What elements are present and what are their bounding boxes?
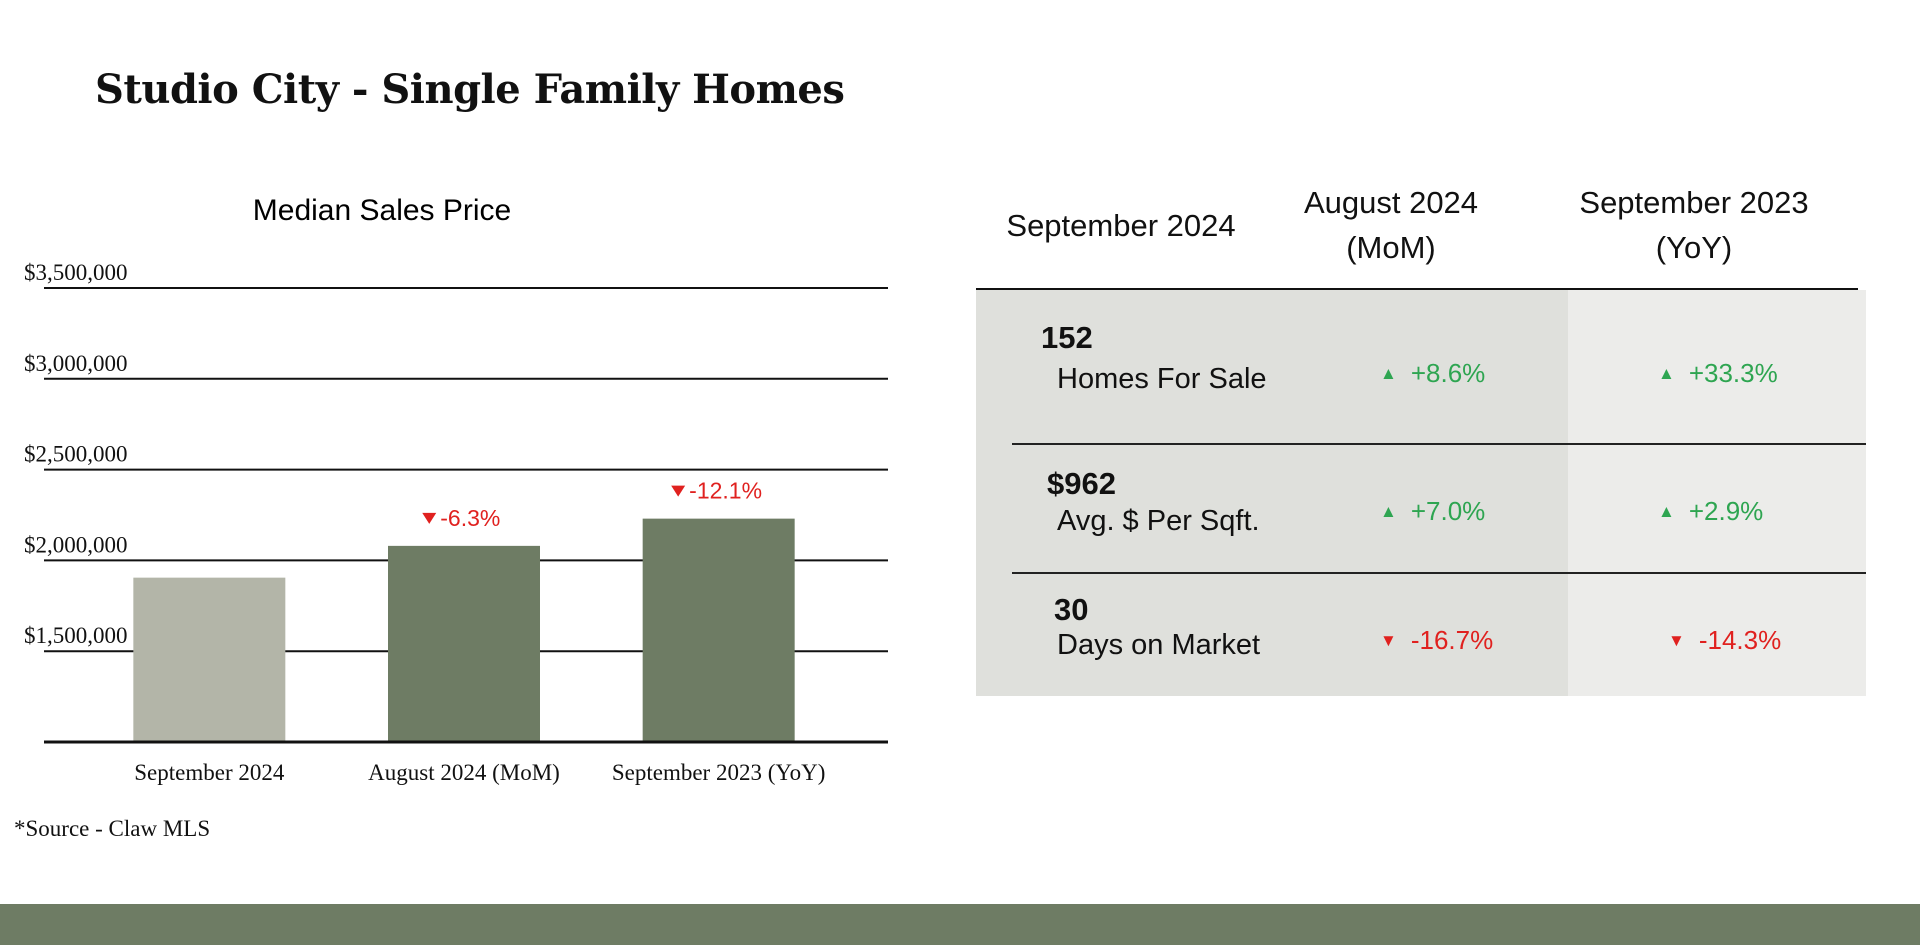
bar <box>642 518 795 742</box>
data-label: -6.3% <box>440 505 500 531</box>
header-mom-line2: (MoM) <box>1346 230 1436 265</box>
source-note: *Source - Claw MLS <box>14 816 211 841</box>
down-triangle-icon <box>671 485 686 497</box>
header-mom: August 2024 (MoM) <box>1266 180 1516 270</box>
x-axis-ticks: September 2024 August 2024 (MoM) September… <box>134 760 825 785</box>
mom-change-avg-per-sqft: ▲ +7.0% <box>1380 496 1485 527</box>
mom-change-days-on-market: ▼ -16.7% <box>1380 625 1493 656</box>
yoy-change-value: +2.9% <box>1688 496 1764 526</box>
x-tick-label: September 2024 <box>134 760 285 785</box>
y-tick-label: $2,000,000 <box>24 532 128 557</box>
metric-label-days-on-market: Days on Market <box>1057 629 1261 661</box>
header-divider <box>976 288 1858 290</box>
x-tick-label: September 2023 (YoY) <box>612 760 826 785</box>
metric-label-avg-per-sqft: Avg. $ Per Sqft. <box>1057 505 1260 537</box>
header-yoy-line1: September 2023 <box>1579 185 1809 220</box>
y-tick-label: $1,500,000 <box>24 623 128 648</box>
mom-change-homes-for-sale: ▲ +8.6% <box>1380 358 1485 389</box>
down-triangle-icon: ▼ <box>1668 630 1685 650</box>
metric-label-homes-for-sale: Homes For Sale <box>1057 363 1267 395</box>
up-triangle-icon: ▲ <box>1658 363 1675 383</box>
yoy-change-value: -14.3% <box>1698 625 1782 655</box>
metric-value-avg-per-sqft: $962 <box>1047 466 1116 501</box>
y-tick-label: $3,000,000 <box>24 351 128 376</box>
y-tick-label: $3,500,000 <box>24 260 128 285</box>
up-triangle-icon: ▲ <box>1380 501 1397 521</box>
bar <box>388 545 540 742</box>
footer-bar <box>0 904 1920 945</box>
header-yoy: September 2023 (YoY) <box>1544 180 1844 270</box>
column-shade-yoy <box>1568 290 1866 696</box>
y-tick-label: $2,500,000 <box>24 442 128 467</box>
mom-change-value: +7.0% <box>1410 496 1486 526</box>
x-tick-label: August 2024 (MoM) <box>368 760 560 785</box>
yoy-change-avg-per-sqft: ▲ +2.9% <box>1658 496 1763 527</box>
yoy-change-value: +33.3% <box>1688 358 1778 388</box>
metric-value-days-on-market: 30 <box>1054 592 1089 627</box>
row-divider <box>1012 572 1866 574</box>
header-mom-line1: August 2024 <box>1303 185 1479 220</box>
bars <box>133 518 795 742</box>
data-label: -12.1% <box>689 478 762 504</box>
comparison-table: September 2024 August 2024 (MoM) Septemb… <box>976 180 1866 700</box>
yoy-change-homes-for-sale: ▲ +33.3% <box>1658 358 1778 389</box>
chart-title: Median Sales Price <box>253 194 511 227</box>
column-shade-current <box>976 290 1318 696</box>
down-triangle-icon <box>422 512 437 524</box>
column-shade-mom <box>1318 290 1568 696</box>
up-triangle-icon: ▲ <box>1380 363 1397 383</box>
header-current-label: September 2024 <box>1006 208 1236 243</box>
header-yoy-line2: (YoY) <box>1655 230 1733 265</box>
metric-value-homes-for-sale: 152 <box>1041 320 1093 355</box>
mom-change-value: +8.6% <box>1410 358 1486 388</box>
down-triangle-icon: ▼ <box>1380 630 1397 650</box>
median-sales-price-chart: Median Sales Price $1,500,000$2,000,000$… <box>24 194 888 785</box>
mom-change-value: -16.7% <box>1410 625 1494 655</box>
up-triangle-icon: ▲ <box>1658 501 1675 521</box>
y-axis-ticks: $1,500,000 $2,000,000 $2,500,000 $3,000,000… <box>24 260 128 648</box>
yoy-change-days-on-market: ▼ -14.3% <box>1668 625 1781 656</box>
header-current: September 2024 <box>976 203 1266 248</box>
data-labels: -6.3% -12.1% <box>422 478 762 531</box>
row-divider <box>1012 443 1866 445</box>
page-title: Studio City - Single Family Homes <box>95 66 845 113</box>
bar <box>133 577 286 742</box>
